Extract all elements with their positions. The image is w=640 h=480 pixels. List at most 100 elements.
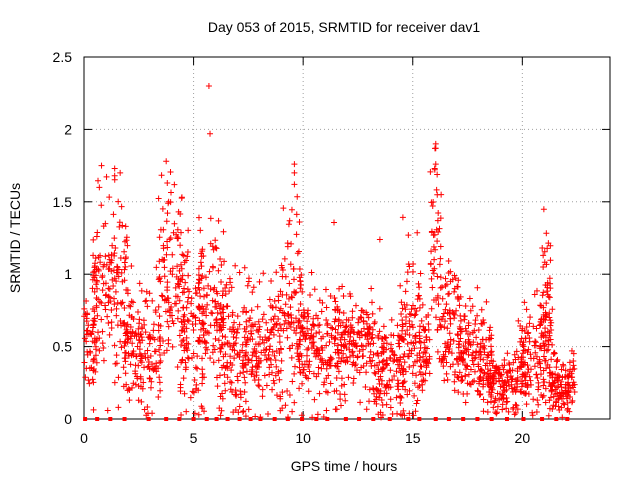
data-point bbox=[181, 321, 188, 328]
data-point bbox=[213, 245, 220, 252]
data-point bbox=[407, 311, 414, 318]
data-point bbox=[120, 364, 127, 371]
data-point bbox=[267, 343, 274, 350]
data-point bbox=[473, 334, 480, 341]
data-point bbox=[223, 363, 230, 370]
data-point bbox=[179, 251, 186, 258]
data-point bbox=[537, 302, 544, 309]
data-point bbox=[477, 376, 484, 383]
data-point bbox=[178, 194, 185, 201]
data-point bbox=[161, 350, 168, 357]
data-point bbox=[443, 370, 450, 377]
data-point bbox=[378, 396, 385, 403]
data-point bbox=[103, 173, 110, 180]
data-point bbox=[241, 325, 248, 332]
data-point bbox=[401, 336, 408, 343]
data-point bbox=[174, 364, 181, 371]
data-point bbox=[363, 320, 370, 327]
data-point bbox=[460, 342, 467, 349]
data-point bbox=[389, 347, 396, 354]
data-point bbox=[513, 348, 520, 355]
data-point bbox=[333, 387, 340, 394]
data-point bbox=[431, 256, 438, 263]
data-point bbox=[511, 351, 518, 358]
data-point bbox=[406, 310, 413, 317]
data-point bbox=[242, 413, 249, 420]
data-point bbox=[415, 292, 422, 299]
data-point bbox=[543, 365, 550, 372]
data-point bbox=[215, 267, 222, 274]
data-point bbox=[516, 364, 523, 371]
data-point bbox=[318, 344, 325, 351]
data-point bbox=[200, 305, 207, 312]
data-point bbox=[354, 354, 361, 361]
data-point bbox=[228, 379, 235, 386]
data-point bbox=[318, 365, 325, 372]
data-point bbox=[475, 326, 482, 333]
data-point bbox=[242, 379, 249, 386]
data-point-peak bbox=[207, 130, 214, 137]
data-point bbox=[336, 309, 343, 316]
data-point bbox=[236, 321, 243, 328]
data-point bbox=[540, 340, 547, 347]
data-point bbox=[273, 363, 280, 370]
data-point bbox=[259, 316, 266, 323]
data-point bbox=[430, 243, 437, 250]
data-point bbox=[314, 315, 321, 322]
data-point bbox=[546, 332, 553, 339]
data-point bbox=[195, 271, 202, 278]
data-point bbox=[471, 327, 478, 334]
data-point bbox=[316, 297, 323, 304]
data-point bbox=[459, 376, 466, 383]
data-point bbox=[296, 219, 303, 226]
data-point bbox=[422, 370, 429, 377]
data-point bbox=[416, 356, 423, 363]
data-point bbox=[214, 309, 221, 316]
data-point bbox=[441, 324, 448, 331]
data-point bbox=[371, 390, 378, 397]
data-point bbox=[124, 336, 131, 343]
data-point bbox=[517, 323, 524, 330]
data-point bbox=[318, 308, 325, 315]
data-point bbox=[528, 366, 534, 373]
data-point bbox=[104, 407, 111, 414]
data-point bbox=[219, 390, 226, 397]
data-point bbox=[350, 379, 357, 386]
data-point bbox=[142, 298, 149, 305]
data-point bbox=[539, 244, 546, 251]
data-point bbox=[135, 325, 142, 332]
data-point bbox=[196, 305, 203, 312]
data-point bbox=[425, 321, 432, 328]
data-point bbox=[467, 307, 474, 314]
data-point bbox=[179, 338, 186, 345]
data-point bbox=[349, 314, 356, 321]
data-point bbox=[413, 400, 420, 407]
data-point bbox=[346, 353, 353, 360]
data-point bbox=[141, 350, 148, 357]
data-point bbox=[368, 363, 375, 370]
data-point bbox=[108, 257, 115, 264]
data-point bbox=[552, 403, 559, 410]
data-point-zero bbox=[387, 417, 392, 421]
data-point bbox=[427, 260, 434, 267]
data-point bbox=[464, 330, 471, 337]
data-point bbox=[323, 375, 330, 382]
data-point bbox=[531, 291, 538, 298]
data-point bbox=[332, 316, 339, 323]
data-point bbox=[326, 339, 333, 346]
data-point bbox=[462, 302, 469, 309]
data-point bbox=[112, 245, 119, 252]
data-point bbox=[549, 306, 556, 313]
data-point bbox=[187, 394, 194, 401]
data-point bbox=[480, 356, 487, 363]
data-point bbox=[350, 329, 357, 336]
data-point bbox=[199, 355, 206, 362]
data-point bbox=[234, 325, 241, 332]
data-point bbox=[227, 386, 234, 393]
data-point bbox=[263, 319, 270, 326]
data-point bbox=[305, 363, 312, 370]
data-point bbox=[249, 336, 256, 343]
data-point bbox=[93, 233, 100, 240]
data-point bbox=[389, 410, 396, 417]
data-point bbox=[540, 382, 547, 389]
